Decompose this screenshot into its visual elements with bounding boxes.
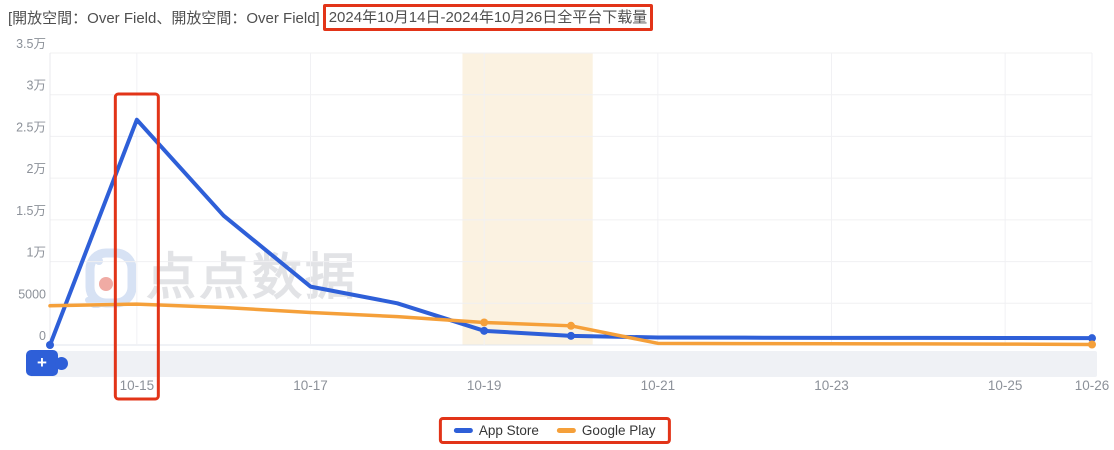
legend-label-app-store: App Store [478, 423, 539, 438]
y-axis-label: 1.5万 [16, 204, 46, 218]
watermark-text: 点点数据 [146, 249, 358, 305]
legend-annotation-box: App Store Google Play [438, 417, 671, 444]
x-axis-label: 10-15 [120, 378, 155, 393]
x-axis-label: 10-21 [641, 378, 676, 393]
chart-title: [開放空間：Over Field、開放空間：Over Field] 2024年1… [8, 4, 654, 31]
x-axis-label: 10-26 [1075, 378, 1110, 393]
data-point-app-store-10-19 [480, 326, 489, 335]
data-zoom-track[interactable] [30, 351, 1097, 377]
legend-label-google-play: Google Play [581, 423, 656, 438]
y-axis-label: 3万 [27, 79, 46, 93]
data-point-app-store-10-20 [567, 331, 575, 340]
y-axis-label: 0 [39, 329, 46, 343]
chart-title-prefix: [開放空間：Over Field、開放空間：Over Field] [8, 10, 320, 27]
highlight-band [462, 53, 593, 345]
x-axis-label: 10-17 [293, 378, 328, 393]
date-highlight-annotation-box [113, 92, 160, 401]
legend-item-app-store[interactable]: App Store [453, 423, 539, 438]
y-axis-label: 2.5万 [16, 120, 46, 134]
y-axis-label: 5000 [18, 287, 46, 301]
chart-title-date-range-annotation: 2024年10月14日-2024年10月26日全平台下载量 [322, 4, 654, 31]
y-axis-label: 2万 [27, 162, 46, 176]
app-store-line-marker-icon [453, 428, 473, 433]
data-point-google-play-10-19 [480, 318, 489, 327]
x-axis-label: 10-25 [988, 378, 1023, 393]
add-annotation-button[interactable]: + [26, 350, 58, 376]
data-point-app-store-10-14 [46, 341, 54, 349]
data-point-google-play-10-26 [1088, 340, 1096, 349]
x-axis-label: 10-23 [814, 378, 849, 393]
y-axis-label: 1万 [27, 246, 46, 260]
y-axis-label: 3.5万 [16, 37, 46, 51]
data-point-app-store-10-26 [1088, 334, 1096, 343]
plus-icon: + [37, 353, 47, 372]
x-axis-label: 10-19 [467, 378, 502, 393]
google-play-line-marker-icon [556, 428, 576, 433]
data-point-google-play-10-20 [567, 321, 575, 330]
add-annotation-button-knob[interactable] [55, 357, 68, 370]
legend-item-google-play[interactable]: Google Play [556, 423, 656, 438]
